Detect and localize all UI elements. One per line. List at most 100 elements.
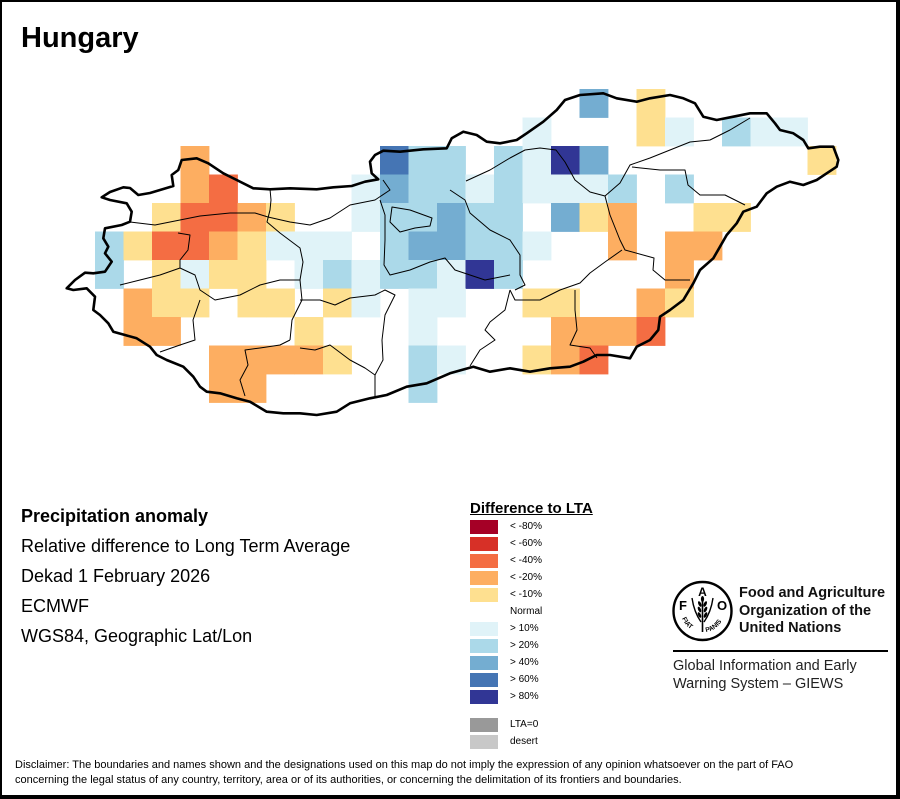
legend-item: Normal <box>470 605 590 619</box>
system-name-line-2: Warning System – GIEWS <box>673 675 844 692</box>
map-cell <box>665 174 694 204</box>
map-cell <box>437 260 466 289</box>
legend-swatch <box>470 537 498 551</box>
map-cell <box>408 174 438 204</box>
map-cell <box>237 231 267 261</box>
legend-title: Difference to LTA <box>470 499 593 517</box>
map-cell <box>608 203 637 232</box>
region-border <box>266 188 304 341</box>
legend-label: LTA=0 <box>510 719 539 730</box>
map-cell <box>380 260 409 289</box>
org-name-line-1: Food and Agriculture <box>739 584 886 601</box>
wheat-icon <box>691 596 714 632</box>
map-cell <box>522 288 552 318</box>
map-cell <box>551 345 580 375</box>
map-cell <box>237 260 267 289</box>
map-cell <box>408 317 438 346</box>
legend-swatch <box>470 690 498 704</box>
map-cell <box>636 317 666 346</box>
map-cell <box>351 260 381 289</box>
org-name-line-3: United Nations <box>739 619 842 636</box>
map-cell <box>95 231 124 261</box>
map-cell <box>579 317 609 346</box>
region-border <box>631 166 746 206</box>
region-border <box>300 289 396 397</box>
info-period: Dekad 1 February 2026 <box>21 566 211 587</box>
map-cell <box>152 317 181 346</box>
map-cell <box>494 231 523 261</box>
region-border <box>299 344 376 376</box>
map-cell <box>380 174 409 204</box>
legend-label: > 10% <box>510 623 539 634</box>
map-cell <box>152 260 181 289</box>
map-title: Hungary <box>21 21 139 54</box>
disclaimer-line-1: Disclaimer: The boundaries and names sho… <box>15 758 794 771</box>
logo-letter-o: O <box>717 598 727 613</box>
map-cell <box>437 231 466 261</box>
country-border <box>65 92 840 417</box>
map-cell <box>323 345 352 375</box>
map-cell <box>152 203 181 232</box>
map-cell <box>693 203 723 232</box>
map-cell <box>123 317 153 346</box>
region-border <box>389 206 433 233</box>
map-cell <box>123 288 153 318</box>
legend-item: < -20% <box>470 571 590 585</box>
legend-swatch <box>470 622 498 636</box>
map-cell <box>237 288 267 318</box>
map-cell <box>494 260 523 289</box>
region-border <box>604 195 690 281</box>
legend-swatch <box>470 520 498 534</box>
map-cell <box>152 288 181 318</box>
legend-swatch <box>470 639 498 653</box>
map-cell <box>237 203 267 232</box>
legend-swatch <box>470 571 498 585</box>
map-cell <box>522 146 552 175</box>
legend-item: > 20% <box>470 639 590 653</box>
legend-swatch <box>470 735 498 749</box>
map-cell <box>465 260 495 289</box>
map-cell <box>209 203 238 232</box>
map-cell <box>351 203 381 232</box>
region-border <box>129 179 391 226</box>
region-border <box>159 299 201 353</box>
map-cell <box>123 231 153 261</box>
map-cell <box>266 231 295 261</box>
map-cell <box>294 260 324 289</box>
info-projection: WGS84, Geographic Lat/Lon <box>21 625 253 646</box>
logo-letter-f: F <box>679 598 687 613</box>
region-border <box>119 267 181 286</box>
map-cell <box>294 345 324 375</box>
map-cell <box>351 288 381 318</box>
legend-label: > 40% <box>510 657 539 668</box>
legend-label: desert <box>510 736 538 747</box>
disclaimer-line-2: concerning the legal status of any count… <box>15 773 682 786</box>
region-border <box>177 232 300 301</box>
map-cell <box>722 203 751 232</box>
legend-item: > 40% <box>470 656 590 670</box>
map-cell <box>323 231 352 261</box>
region-border <box>569 290 598 359</box>
map-cell <box>636 89 666 118</box>
legend-swatch <box>470 554 498 568</box>
map-cell <box>551 317 580 346</box>
map-cell <box>294 317 324 346</box>
logo-letter-a: A <box>698 585 707 599</box>
region-border <box>469 289 511 367</box>
map-cell <box>579 345 609 375</box>
map-cell <box>465 203 495 232</box>
anomaly-grid <box>95 89 837 403</box>
map-cell <box>408 288 438 318</box>
map-cell <box>636 288 666 318</box>
legend-label: < -60% <box>510 538 542 549</box>
map-cell <box>437 146 466 175</box>
map-cell <box>522 174 552 204</box>
legend-label: > 80% <box>510 691 539 702</box>
map-cell <box>408 203 438 232</box>
region-border <box>509 249 623 301</box>
legend-label: < -40% <box>510 555 542 566</box>
legend-label: < -10% <box>510 589 542 600</box>
legend-item: < -10% <box>470 588 590 602</box>
legend-item: > 60% <box>470 673 590 687</box>
map-cell <box>665 231 694 261</box>
